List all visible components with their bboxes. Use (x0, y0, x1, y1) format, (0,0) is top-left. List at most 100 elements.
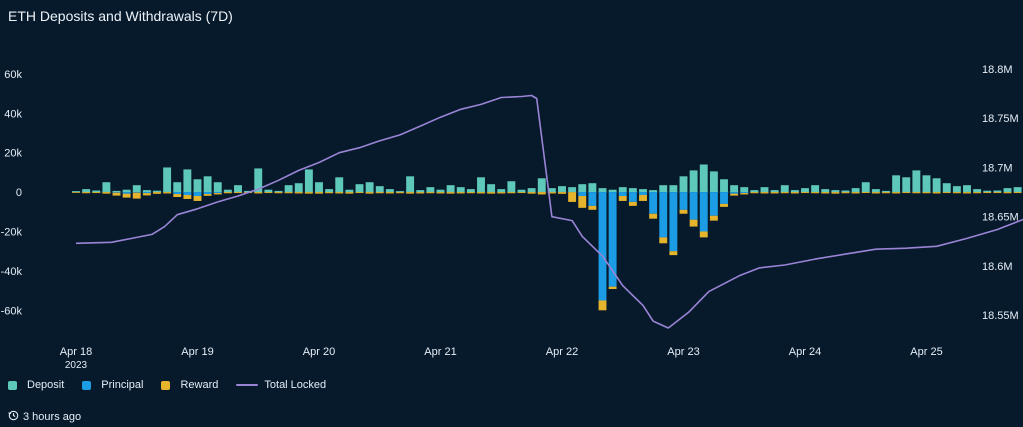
principal-bar (618, 192, 627, 197)
deposit-bar (942, 183, 951, 193)
chart-plot: 60k 40k 20k 0 -20k -40k -60k 18.8M 18.75M 18.7M 18… (1, 64, 1023, 370)
deposit-bar (801, 188, 809, 193)
reward-bar (234, 192, 242, 194)
x-tick-label: Apr 22 (546, 346, 578, 358)
deposit-bar (578, 184, 587, 193)
x-tick-label: Apr 24 (789, 346, 821, 358)
reward-bar (801, 192, 809, 194)
y-left-tick-label: 40k (4, 108, 22, 120)
reward-bar (628, 201, 637, 206)
principal-bar (669, 192, 678, 252)
deposit-bar (851, 188, 860, 193)
x-tick-label: Apr 19 (181, 346, 213, 358)
deposit-bar (770, 190, 779, 193)
clock-icon (8, 410, 19, 424)
deposit-bar (456, 187, 465, 193)
principal-bar (122, 192, 131, 194)
y-left-tick-label: -40k (1, 266, 23, 278)
y-left-tick-label: 0 (16, 187, 22, 199)
reward-bar (750, 192, 759, 194)
deposit-bar (608, 189, 617, 193)
deposit-bar (72, 191, 80, 193)
principal-bar (213, 192, 222, 194)
reward-bar (963, 192, 971, 194)
reward-bar (507, 192, 516, 194)
reward-bar (558, 192, 566, 194)
deposit-bar (375, 186, 384, 193)
deposit-bar (203, 176, 212, 193)
legend-swatch-total-locked (236, 384, 259, 386)
principal-bar (578, 192, 587, 197)
deposit-bar (892, 175, 901, 193)
principal-bar (720, 192, 728, 204)
legend-item-total-locked[interactable]: Total Locked (236, 379, 326, 391)
reward-bar (608, 286, 617, 290)
reward-bar (72, 192, 80, 193)
deposit-bar (912, 170, 921, 193)
reward-bar (223, 192, 232, 194)
principal-bar (598, 192, 607, 301)
reward-bar (659, 237, 668, 244)
x-tick-label: Apr 21 (424, 346, 456, 358)
chart-title: ETH Deposits and Withdrawals (7D) (8, 8, 233, 24)
x-tick-label: Apr 25 (910, 346, 942, 358)
deposit-bar (325, 189, 334, 193)
reward-bar (811, 192, 820, 194)
deposit-bar (588, 183, 597, 193)
deposit-bar (649, 190, 658, 193)
y-left-tick-label: 20k (4, 148, 22, 160)
reward-bar (345, 192, 354, 194)
principal-bar (730, 192, 739, 194)
reward-bar (142, 193, 151, 196)
principal-bar (659, 192, 668, 238)
deposit-bar (82, 189, 91, 193)
deposit-bar (365, 182, 374, 193)
reward-bar (669, 251, 678, 256)
reward-bar (304, 192, 313, 194)
legend-item-principal[interactable]: Principal (82, 379, 143, 391)
reward-bar (112, 192, 121, 196)
reward-bar (871, 192, 880, 194)
reward-bar (325, 192, 334, 194)
reward-bar (466, 192, 475, 194)
reward-bar (973, 192, 982, 194)
reward-bar (527, 192, 536, 194)
deposit-bar (983, 190, 992, 193)
deposit-bar (709, 171, 718, 193)
reward-bar (861, 192, 870, 194)
deposit-bar (1013, 187, 1022, 193)
principal-bar (112, 192, 121, 193)
deposit-bar (213, 182, 222, 193)
deposit-bar (568, 187, 577, 193)
legend: Deposit Principal Reward Total Locked (8, 379, 344, 391)
reward-bar (82, 192, 91, 194)
deposit-bar (406, 176, 415, 193)
deposit-bar (628, 188, 637, 193)
deposit-bar (689, 170, 698, 193)
deposit-bar (527, 188, 536, 193)
reward-bar (639, 195, 647, 201)
principal-bar (689, 192, 698, 220)
legend-item-deposit[interactable]: Deposit (8, 379, 64, 391)
principal-bar (203, 192, 212, 195)
y-right-tick-label: 18.7M (982, 162, 1013, 174)
deposit-bar (244, 190, 253, 193)
reward-bar (537, 192, 546, 195)
y-left-tick-label: 60k (4, 69, 22, 81)
deposit-bar (223, 189, 232, 193)
principal-bar (649, 192, 658, 214)
reward-bar (770, 192, 779, 194)
deposit-bar (547, 188, 556, 193)
legend-swatch-principal (82, 380, 92, 390)
deposit-bar (385, 189, 394, 193)
deposit-bar (618, 187, 627, 193)
deposit-bar (679, 176, 688, 193)
reward-bar (517, 192, 526, 194)
deposit-bar (993, 190, 1002, 193)
deposit-bar (315, 182, 323, 193)
deposit-bar (507, 181, 516, 193)
reward-bar (831, 192, 840, 194)
legend-item-reward[interactable]: Reward (161, 379, 218, 391)
y-right-tick-label: 18.75M (982, 113, 1019, 125)
deposit-bar (517, 189, 526, 193)
